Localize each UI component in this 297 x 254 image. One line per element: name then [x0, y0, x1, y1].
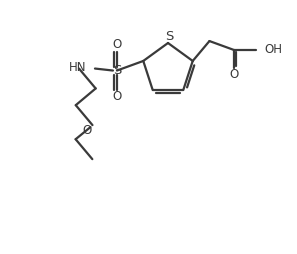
- Text: O: O: [112, 38, 121, 51]
- Text: O: O: [229, 68, 238, 82]
- Text: O: O: [112, 90, 121, 103]
- Text: O: O: [83, 124, 92, 137]
- Text: HN: HN: [69, 61, 86, 74]
- Text: OH: OH: [265, 43, 283, 56]
- Text: S: S: [113, 64, 121, 77]
- Text: S: S: [165, 30, 173, 43]
